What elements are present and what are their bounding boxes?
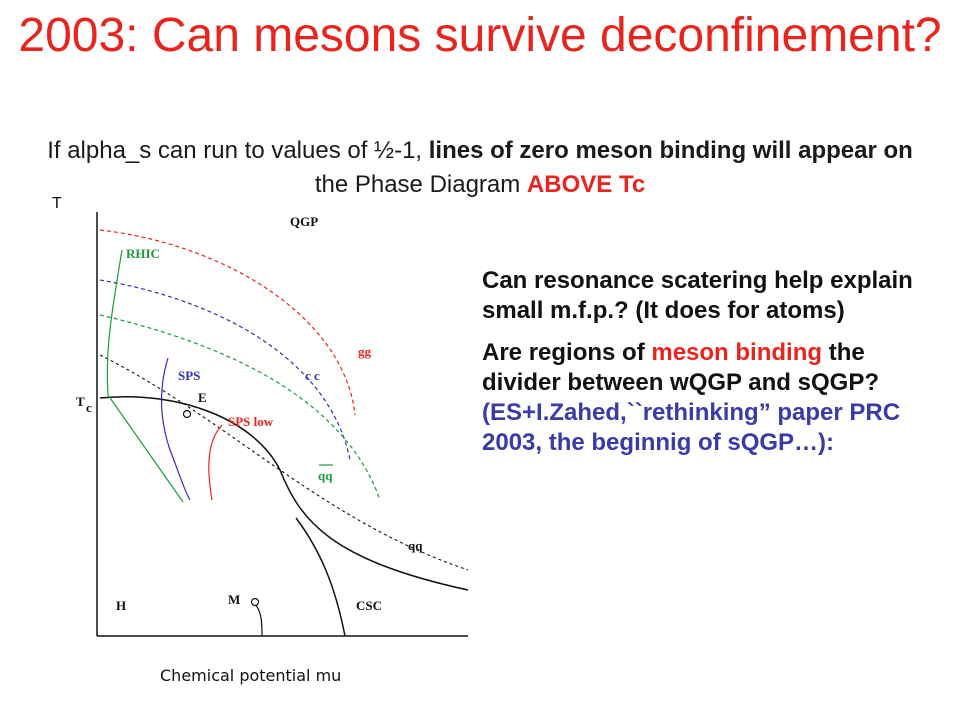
sps-low-line bbox=[208, 424, 223, 501]
subtitle-part-2: lines of zero meson binding will appear … bbox=[428, 137, 913, 164]
label-gg: gg bbox=[358, 344, 372, 359]
csc-boundary bbox=[295, 517, 346, 637]
rhic-line bbox=[106, 249, 184, 503]
label-sps-low: SPS low bbox=[228, 414, 274, 429]
subtitle-part-3: the Phase Diagram bbox=[314, 171, 527, 198]
notes-panel: Can resonance scatering help explain sma… bbox=[482, 266, 942, 470]
subtitle-part-1: If alpha_s can run to values of ½-1, bbox=[47, 137, 429, 164]
note-question-1: Can resonance scatering help explain sma… bbox=[482, 267, 913, 324]
subtitle-part-4: ABOVE Tc bbox=[526, 171, 646, 198]
label-e: E bbox=[198, 390, 207, 405]
note-question-2: Are regions of meson binding the divider… bbox=[482, 338, 942, 458]
label-h: H bbox=[116, 598, 126, 613]
label-tc-sub: c bbox=[86, 400, 92, 415]
label-qqbar: qq bbox=[318, 468, 333, 483]
m-line bbox=[254, 603, 263, 637]
sps-line bbox=[160, 357, 191, 501]
cc-line bbox=[99, 279, 351, 461]
note-q2-part-a: Are regions of bbox=[482, 339, 652, 366]
label-qgp: QGP bbox=[290, 214, 318, 229]
label-m: M bbox=[228, 592, 240, 607]
qqbar-line bbox=[99, 314, 381, 501]
label-qq: qq bbox=[408, 538, 423, 553]
slide-title: 2003: Can mesons survive deconfinement? bbox=[18, 9, 942, 62]
slide-subtitle: If alpha_s can run to values of ½-1, lin… bbox=[40, 134, 920, 202]
label-rhic: RHIC bbox=[126, 246, 160, 261]
qq-line bbox=[99, 354, 469, 571]
note-q2-part-b: meson binding bbox=[651, 339, 823, 366]
gg-line bbox=[99, 229, 356, 416]
y-axis-label: T bbox=[52, 195, 62, 212]
critical-point-e bbox=[182, 409, 192, 419]
label-tc: T bbox=[76, 394, 85, 409]
label-cc: c c bbox=[305, 368, 320, 383]
note-q2-part-c: the divider between wQGP and sQGP? bbox=[482, 339, 879, 396]
point-m bbox=[250, 597, 260, 607]
phase-boundary bbox=[99, 396, 469, 591]
x-axis-label: Chemical potential mu bbox=[160, 666, 342, 685]
label-csc: CSC bbox=[356, 598, 382, 613]
label-sps: SPS bbox=[178, 368, 200, 383]
note-q2-citation: (ES+I.Zahed,``rethinking” paper PRC 2003… bbox=[482, 399, 901, 456]
